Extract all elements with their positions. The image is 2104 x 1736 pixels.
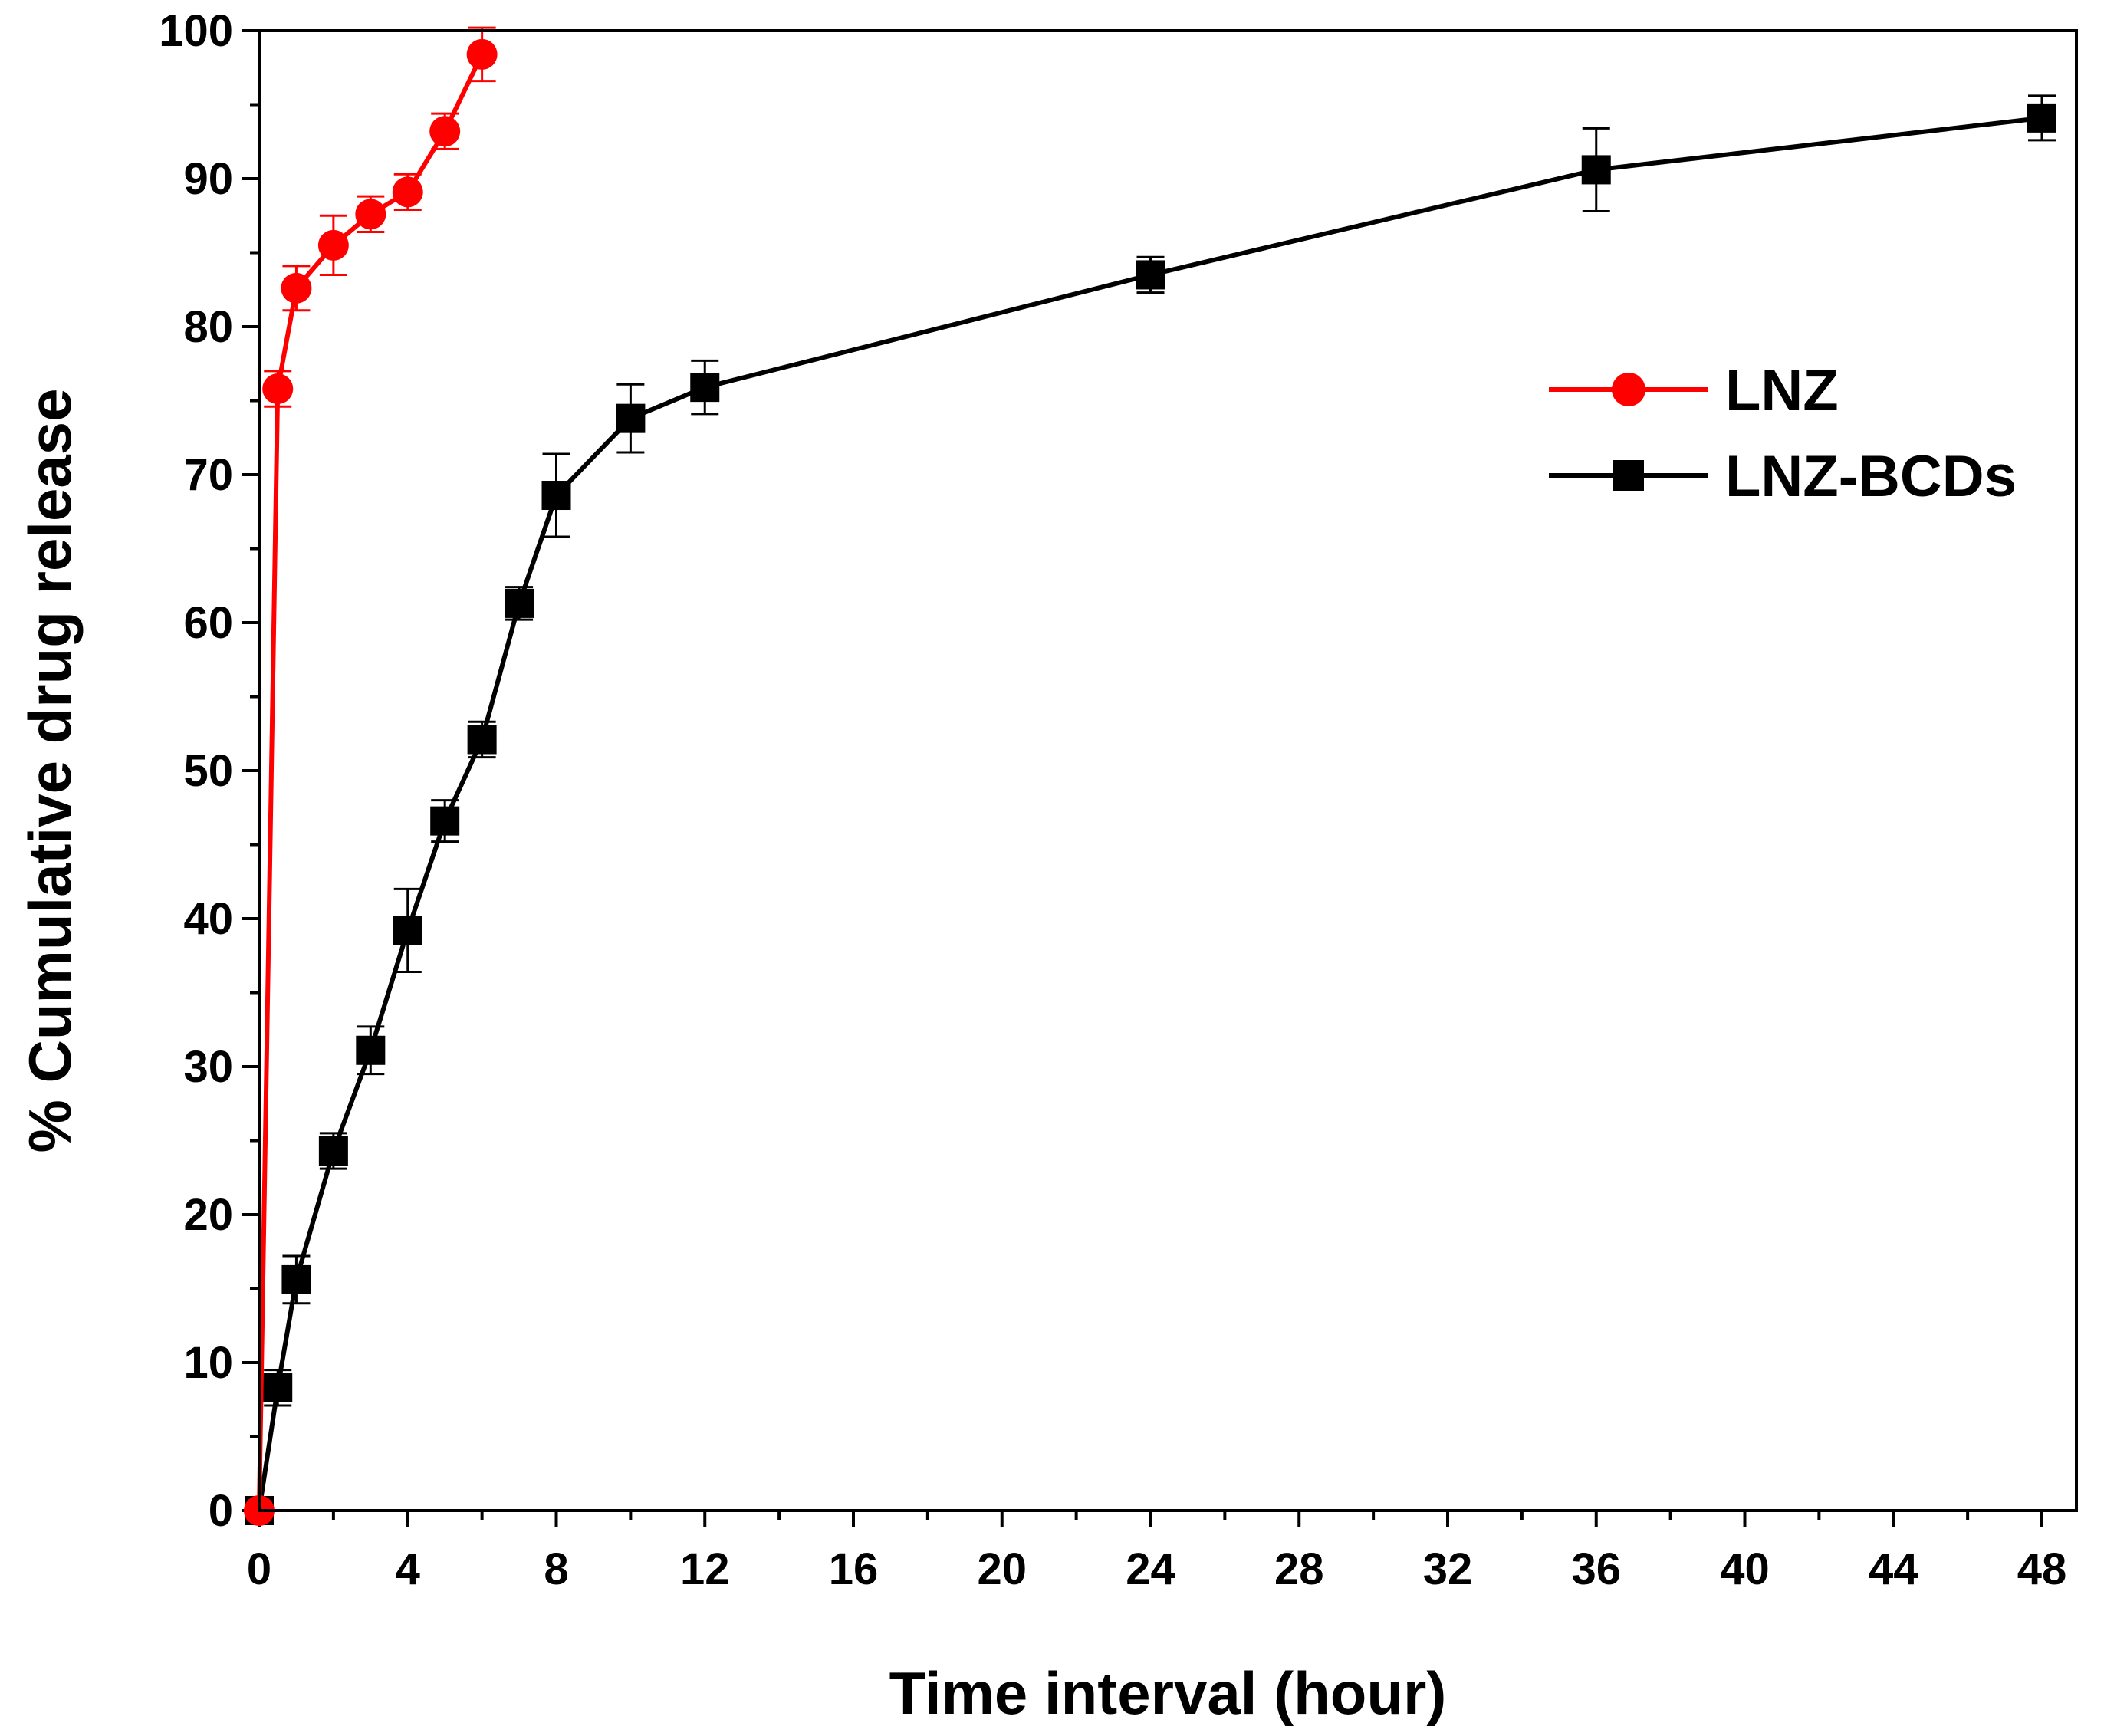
- y-axis-title: % Cumulative drug release: [16, 388, 84, 1152]
- x-tick-label-48: 48: [2017, 1544, 2067, 1594]
- data-point-lnz-bcds-10: [616, 403, 646, 433]
- series-layer: [244, 26, 2056, 1526]
- x-tick-label-36: 36: [1571, 1544, 1621, 1594]
- data-point-lnz-bcds-12: [1136, 260, 1165, 290]
- x-tick-label-44: 44: [1869, 1544, 1918, 1594]
- legend-marker-lnz: [1612, 373, 1645, 406]
- data-point-lnz-bcds-2: [281, 1264, 311, 1294]
- legend-label-lnz: LNZ: [1725, 358, 1839, 423]
- y-tick-label-10: 10: [183, 1338, 233, 1388]
- y-tick-label-50: 50: [183, 746, 233, 796]
- x-tick-label-40: 40: [1720, 1544, 1770, 1594]
- x-tick-label-20: 20: [977, 1544, 1027, 1594]
- x-tick-label-24: 24: [1126, 1544, 1175, 1594]
- y-tick-label-60: 60: [183, 598, 233, 648]
- x-tick-label-16: 16: [829, 1544, 879, 1594]
- legend-marker-lnz-bcds: [1613, 460, 1644, 491]
- legend-label-lnz-bcds: LNZ-BCDs: [1725, 444, 2017, 509]
- data-point-lnz-4: [355, 199, 386, 230]
- data-point-lnz-bcds-3: [318, 1136, 348, 1166]
- data-point-lnz-bcds-6: [430, 806, 460, 836]
- data-point-lnz-bcds-9: [541, 481, 571, 511]
- series-line-lnz-bcds: [257, 115, 2043, 1511]
- series-lnz: [244, 26, 498, 1526]
- x-tick-label-12: 12: [680, 1544, 730, 1594]
- data-point-lnz-5: [392, 176, 423, 208]
- y-tick-label-70: 70: [183, 450, 233, 500]
- data-point-lnz-7: [466, 38, 498, 70]
- y-tick-label-0: 0: [209, 1486, 233, 1536]
- data-point-lnz-bcds-13: [1581, 155, 1611, 185]
- data-point-lnz-bcds-5: [393, 916, 422, 945]
- data-point-lnz-bcds-14: [2027, 103, 2056, 133]
- plot-area-frame: [258, 29, 2078, 1512]
- data-point-lnz-bcds-8: [505, 588, 534, 618]
- y-tick-label-100: 100: [159, 6, 233, 56]
- x-tick-label-28: 28: [1274, 1544, 1324, 1594]
- y-tick-label-40: 40: [183, 894, 233, 944]
- data-point-lnz-bcds-7: [467, 725, 497, 755]
- data-point-lnz-2: [281, 272, 312, 304]
- y-tick-label-30: 30: [183, 1042, 233, 1092]
- data-point-lnz-bcds-11: [690, 373, 720, 403]
- x-tick-label-8: 8: [544, 1544, 568, 1594]
- y-tick-label-80: 80: [183, 302, 233, 352]
- x-axis-title: Time interval (hour): [889, 1659, 1447, 1727]
- x-tick-label-0: 0: [247, 1544, 271, 1594]
- data-point-lnz-3: [317, 229, 349, 261]
- data-point-lnz-bcds-4: [356, 1035, 386, 1065]
- y-tick-label-90: 90: [183, 154, 233, 204]
- data-point-lnz-6: [429, 116, 461, 147]
- x-tick-label-32: 32: [1423, 1544, 1473, 1594]
- data-point-lnz-bcds-1: [263, 1373, 293, 1402]
- data-point-lnz-1: [262, 373, 294, 405]
- series-lnz-bcds: [245, 94, 2056, 1525]
- y-tick-label-20: 20: [183, 1190, 233, 1240]
- legend: LNZ LNZ-BCDs: [1549, 358, 2017, 509]
- axis-ticks-layer: 0 4 8 12 16 20 24 28 32 36 40 44 4801020304050607080…: [159, 6, 2066, 1594]
- x-tick-label-4: 4: [396, 1544, 420, 1594]
